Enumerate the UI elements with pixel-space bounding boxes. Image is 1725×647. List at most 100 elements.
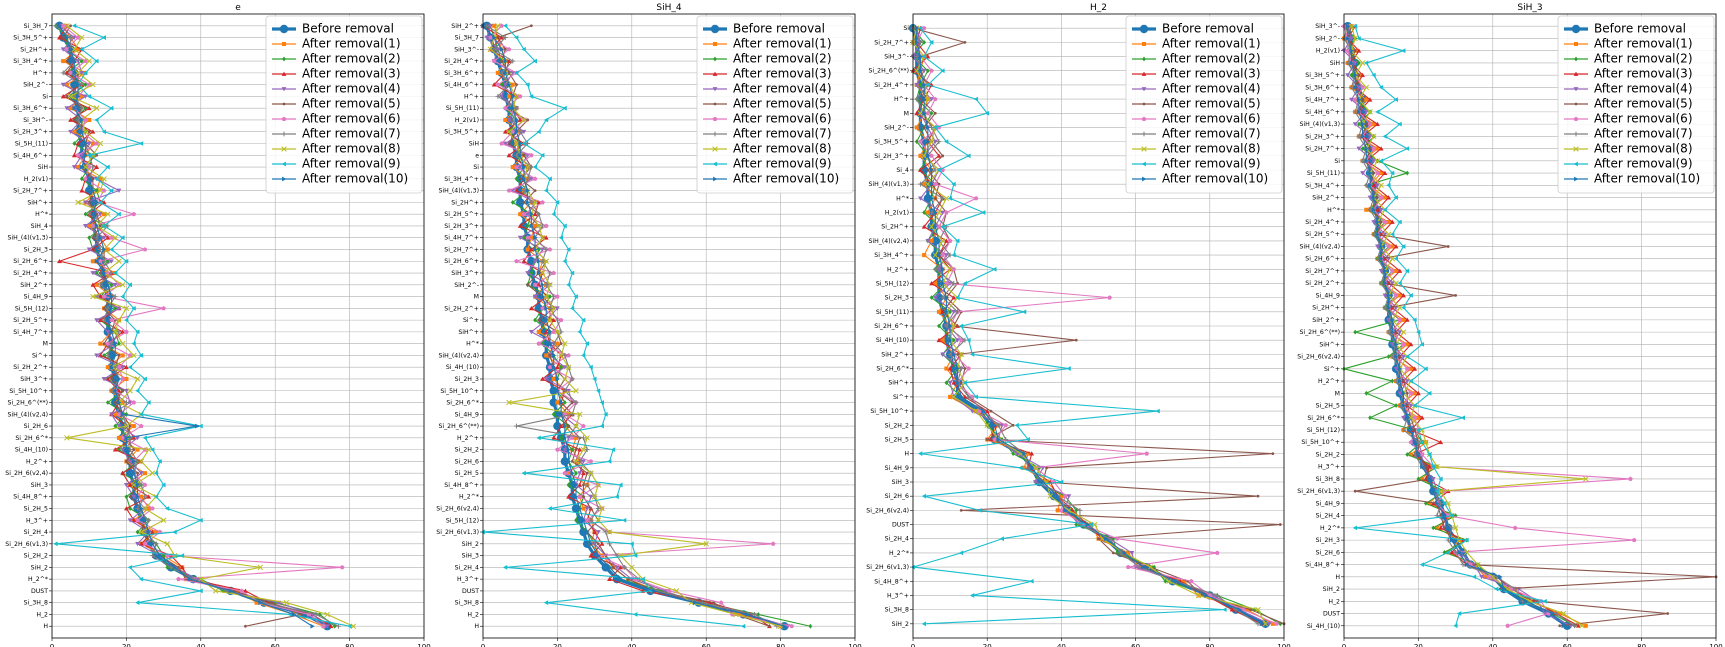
axes-frame xyxy=(482,13,856,639)
data-point xyxy=(94,176,99,182)
legend-label: After removal(4) xyxy=(302,82,401,96)
data-point xyxy=(518,141,523,146)
data-point xyxy=(513,93,520,100)
data-point xyxy=(76,82,81,88)
data-point xyxy=(1416,415,1421,420)
data-point xyxy=(1512,586,1518,592)
data-point xyxy=(138,529,145,535)
data-point xyxy=(1442,549,1447,555)
data-point xyxy=(94,270,99,276)
data-point xyxy=(940,68,945,74)
data-point xyxy=(124,364,129,370)
data-point xyxy=(90,129,96,134)
data-point xyxy=(109,329,114,335)
data-point xyxy=(1427,452,1432,457)
data-point xyxy=(1374,158,1381,164)
y-tick-label: H_2(v1) xyxy=(455,117,479,124)
data-point xyxy=(94,164,100,169)
data-point xyxy=(555,376,560,382)
data-point xyxy=(116,188,122,194)
data-point xyxy=(1249,608,1253,612)
data-point xyxy=(573,423,579,429)
data-point xyxy=(1389,219,1395,224)
data-point xyxy=(1464,562,1470,567)
data-point xyxy=(1147,564,1154,570)
legend-label: After removal(8) xyxy=(302,142,401,156)
data-point xyxy=(65,95,69,98)
data-point xyxy=(540,199,545,205)
data-point xyxy=(131,211,137,217)
data-point xyxy=(574,494,579,500)
data-point xyxy=(90,259,95,264)
y-tick-label: H_2^* xyxy=(459,494,479,501)
y-tick-label: Si_4H_8^+ xyxy=(874,578,909,585)
data-point xyxy=(120,376,125,381)
legend-label: After removal(10) xyxy=(1594,172,1700,186)
data-point xyxy=(525,82,530,88)
y-tick-label: Si_2H_3^+ xyxy=(1305,133,1340,140)
data-point xyxy=(925,110,931,116)
y-tick-label: Si_5H_10^+ xyxy=(440,388,479,395)
data-point xyxy=(577,447,583,452)
data-point xyxy=(1382,195,1387,200)
data-point xyxy=(1356,60,1361,66)
data-point xyxy=(1419,562,1425,567)
data-point xyxy=(1018,465,1023,471)
legend-label: After removal(10) xyxy=(733,172,839,186)
y-tick-label: H^* xyxy=(896,195,909,202)
data-point xyxy=(940,352,946,357)
data-point xyxy=(83,152,88,158)
data-point xyxy=(131,352,137,359)
data-point xyxy=(1364,146,1369,151)
data-point xyxy=(98,271,102,275)
data-point xyxy=(517,94,523,99)
data-point xyxy=(135,447,140,452)
data-point xyxy=(499,46,504,52)
data-point xyxy=(558,352,564,359)
data-point xyxy=(581,435,586,441)
data-point xyxy=(150,553,155,558)
data-point xyxy=(515,83,518,87)
y-tick-label: SiH_2^- xyxy=(454,282,479,289)
data-point xyxy=(1431,525,1436,531)
y-tick-label: Si_2H_6^(**) xyxy=(868,68,909,75)
y-tick-label: SiH_3 xyxy=(892,479,909,486)
data-point xyxy=(86,141,92,146)
data-point xyxy=(1379,171,1384,176)
data-point xyxy=(492,35,497,40)
data-point xyxy=(116,364,122,370)
data-point xyxy=(581,470,586,476)
data-point xyxy=(955,238,960,244)
y-tick-label: DUST xyxy=(1323,611,1340,618)
data-point xyxy=(79,70,85,76)
series-line xyxy=(1347,26,1717,627)
data-point xyxy=(1408,293,1413,298)
data-point xyxy=(138,423,144,429)
data-point xyxy=(1449,513,1454,519)
data-point xyxy=(566,482,571,488)
data-point xyxy=(258,600,263,606)
data-point xyxy=(1400,329,1407,335)
data-point xyxy=(131,470,137,476)
axes-frame xyxy=(912,13,1285,639)
data-point xyxy=(533,223,538,228)
y-tick-label: H_2(v1) xyxy=(885,210,909,217)
y-tick-label: Si_2H_6^+ xyxy=(874,323,909,330)
y-tick-label: Si_2H_6(v1,3) xyxy=(866,564,909,571)
data-point xyxy=(528,94,534,99)
data-point xyxy=(310,623,315,629)
data-point xyxy=(992,266,997,272)
data-point xyxy=(138,576,144,582)
data-point xyxy=(132,448,136,452)
data-point xyxy=(1397,121,1402,127)
data-point xyxy=(1353,49,1357,53)
y-tick-label: SiH_2 xyxy=(462,541,479,548)
y-tick-label: H_2 xyxy=(36,611,48,618)
data-point xyxy=(1118,550,1124,556)
data-point xyxy=(537,318,541,322)
data-point xyxy=(922,210,927,215)
data-point xyxy=(1389,342,1395,347)
y-tick-label: H^* xyxy=(1327,207,1340,214)
y-tick-label: Si_4H_9 xyxy=(1316,292,1340,299)
data-point xyxy=(71,35,77,40)
